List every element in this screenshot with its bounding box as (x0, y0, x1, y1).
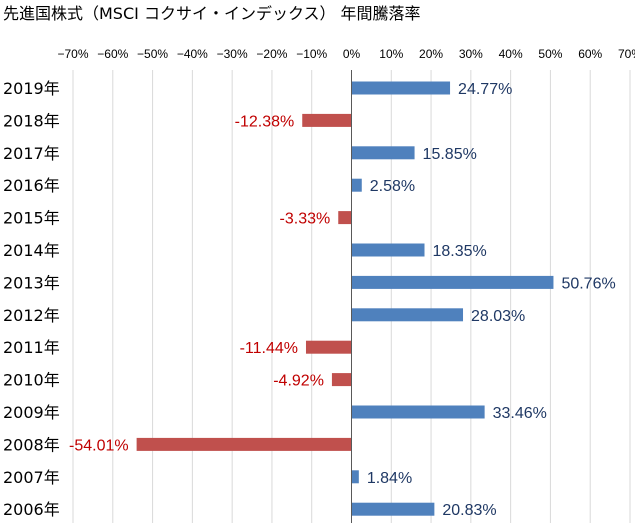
bar (305, 340, 352, 354)
x-tick-label: 20% (419, 47, 443, 61)
bar (136, 437, 352, 451)
x-tick-label: 60% (578, 47, 602, 61)
category-label: 2017年 (3, 144, 60, 163)
bar (351, 178, 362, 192)
category-label: 2011年 (3, 338, 60, 357)
data-label: 50.76% (561, 275, 615, 292)
category-label: 2010年 (3, 371, 60, 390)
data-label: -4.92% (273, 373, 324, 390)
gridlines (72, 70, 631, 523)
category-label: 2018年 (3, 111, 60, 130)
category-label: 2006年 (3, 500, 60, 519)
data-label: 33.46% (493, 405, 547, 422)
data-label: 28.03% (471, 308, 525, 325)
data-label: -12.38% (235, 113, 295, 130)
bar (351, 243, 425, 257)
category-label: 2013年 (3, 273, 60, 292)
x-tick-label: 10% (379, 47, 403, 61)
chart-title: 先進国株式（MSCI コクサイ・インデックス） 年間騰落率 (3, 4, 421, 23)
x-tick-label: 0% (343, 47, 361, 61)
x-tick-label: 50% (538, 47, 562, 61)
bar (351, 502, 435, 516)
bar (351, 470, 359, 484)
bar (302, 113, 352, 127)
data-label: 15.85% (423, 146, 477, 163)
x-tick-label: 70% (618, 47, 635, 61)
category-labels: 2019年 2018年 2017年 2016年 2015年 2014年 2013年 2012年… (3, 79, 60, 519)
x-tick-label: −70% (57, 47, 88, 61)
bar (351, 275, 554, 289)
x-tick-label: −50% (137, 47, 168, 61)
x-tick-label: −10% (296, 47, 327, 61)
data-label: 1.84% (367, 470, 412, 487)
bar (351, 81, 451, 95)
bar (331, 373, 352, 387)
bars (136, 81, 554, 516)
category-label: 2008年 (3, 435, 60, 454)
x-tick-label: −20% (256, 47, 287, 61)
value-labels: 24.77% -12.38% 15.85% 2.58% -3.33% 18.35% 50.7… (69, 81, 616, 519)
x-tick-label: −30% (217, 47, 248, 61)
data-label: -3.33% (280, 211, 331, 228)
category-label: 2015年 (3, 209, 60, 228)
x-tick-label: −40% (177, 47, 208, 61)
x-axis-tick-labels: −70% −60% −50% −40% −30% −20% −10% 0% 10% 20% 30% 4… (57, 47, 635, 61)
category-label: 2019年 (3, 79, 60, 98)
bar (338, 211, 352, 225)
x-tick-label: 30% (459, 47, 483, 61)
data-label: 2.58% (370, 178, 415, 195)
data-label: -54.01% (69, 437, 129, 454)
data-label: -11.44% (240, 340, 298, 357)
category-label: 2009年 (3, 403, 60, 422)
x-tick-label: −60% (97, 47, 128, 61)
category-label: 2012年 (3, 306, 60, 325)
data-label: 24.77% (458, 81, 512, 98)
bar (351, 405, 485, 419)
category-label: 2016年 (3, 176, 60, 195)
category-label: 2007年 (3, 468, 60, 487)
data-label: 18.35% (433, 243, 487, 260)
bar (351, 308, 464, 322)
category-label: 2014年 (3, 241, 60, 260)
bar (351, 146, 415, 160)
x-tick-label: 40% (499, 47, 523, 61)
data-label: 20.83% (442, 502, 496, 519)
